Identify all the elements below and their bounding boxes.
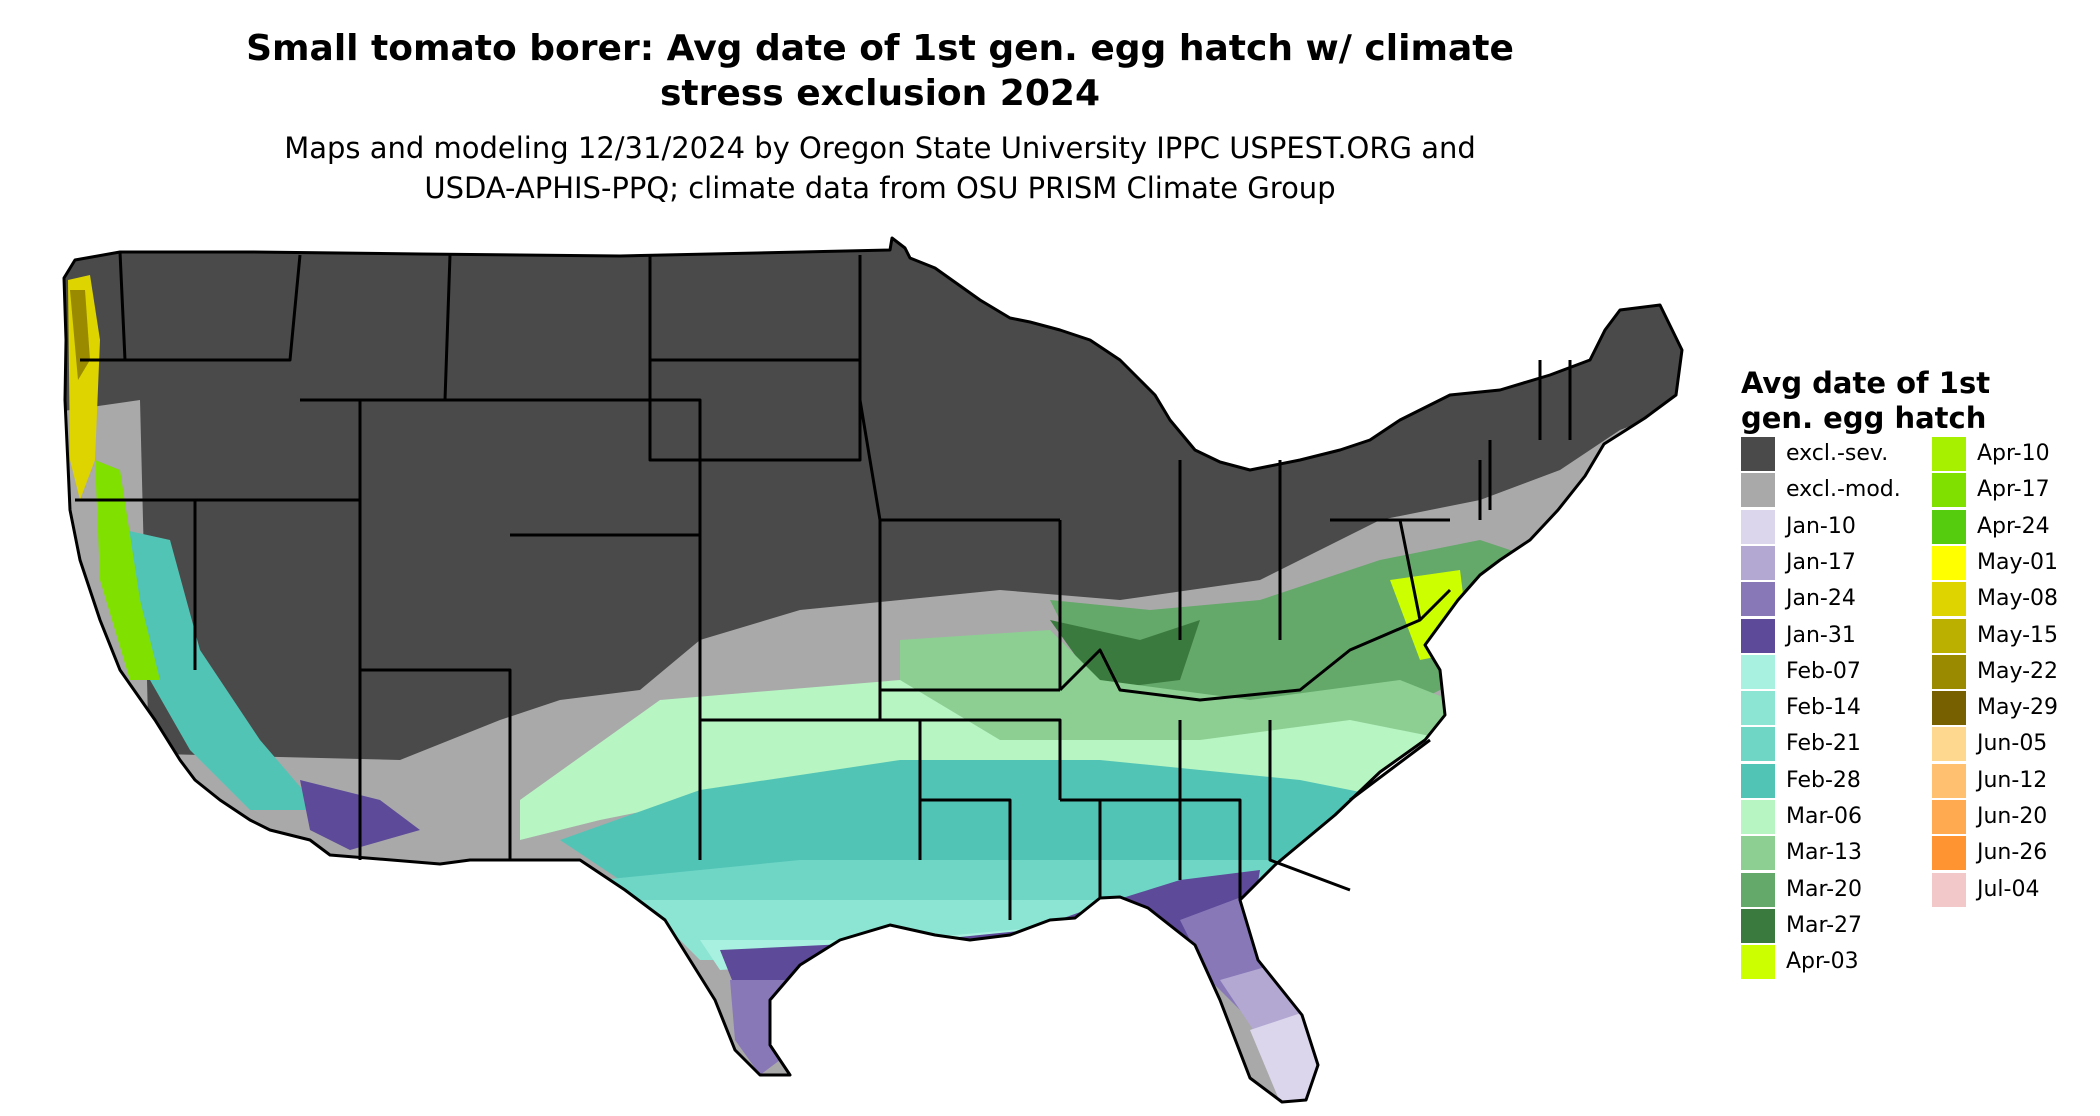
legend-label: Jan-24 <box>1786 586 1856 612</box>
state-boundaries <box>62 236 1684 1104</box>
map-title-line-1: Small tomato borer: Avg date of 1st gen.… <box>246 28 1514 69</box>
legend-label: Mar-27 <box>1786 912 1863 938</box>
legend-swatch <box>1741 727 1775 762</box>
map-title: Small tomato borer: Avg date of 1st gen.… <box>150 26 1610 116</box>
legend-swatch <box>1741 908 1775 943</box>
map-subtitle-line-2: USDA-APHIS-PPQ; climate data from OSU PR… <box>424 171 1336 205</box>
legend-label: Jun-20 <box>1977 804 2048 829</box>
legend-label: Mar-20 <box>1786 876 1863 902</box>
zone-jan-24 <box>730 980 800 1075</box>
legend-swatch <box>1932 727 1966 762</box>
legend-label: excl.-sev. <box>1786 441 1889 466</box>
legend-swatch <box>1741 691 1775 726</box>
zone-jan-10 <box>1250 1010 1320 1102</box>
zone-may-22-pnw <box>70 290 90 380</box>
legend-label: May-08 <box>1977 586 2059 612</box>
zone-apr-17-ca <box>95 460 160 680</box>
legend-swatch <box>1741 618 1775 653</box>
legend-swatch <box>1741 509 1775 544</box>
legend-label: Jul-04 <box>1977 876 2040 902</box>
us-hatch-date-map <box>62 236 1684 1104</box>
legend-swatch <box>1932 800 1966 834</box>
legend-label: Feb-28 <box>1786 767 1861 793</box>
legend-swatch <box>1932 763 1966 798</box>
legend-swatch <box>1741 945 1775 980</box>
legend-swatch <box>1741 545 1775 580</box>
legend-label: excl.-mod. <box>1786 477 1901 503</box>
legend-swatch <box>1932 836 1966 871</box>
map-subtitle: Maps and modeling 12/31/2024 by Oregon S… <box>150 128 1610 208</box>
legend-swatch <box>1932 582 1966 617</box>
legend-label: May-29 <box>1977 695 2059 721</box>
legend-swatch <box>1741 473 1775 508</box>
legend-swatch <box>1741 800 1775 834</box>
legend-label: Apr-24 <box>1977 513 2050 539</box>
legend-label: Feb-07 <box>1786 658 1861 684</box>
legend-label: May-01 <box>1977 549 2059 575</box>
legend-label: Apr-10 <box>1977 441 2050 466</box>
zone-feb-28-ca <box>125 530 320 810</box>
legend-label: Jan-31 <box>1786 622 1856 648</box>
legend-label: Jan-17 <box>1786 549 1856 575</box>
legend-label: Jan-10 <box>1786 513 1856 539</box>
legend-swatch <box>1932 473 1966 508</box>
legend-swatch <box>1932 437 1966 471</box>
legend-title-line-1: Avg date of 1st <box>1741 366 1991 400</box>
legend-swatch <box>1741 582 1775 617</box>
legend-swatch <box>1932 872 1966 907</box>
hatch-date-zones <box>64 238 1682 1102</box>
legend-label: Mar-06 <box>1786 804 1863 829</box>
legend-label: Apr-03 <box>1786 949 1859 975</box>
legend-label: Jun-12 <box>1977 767 2048 793</box>
legend-label: May-15 <box>1977 622 2059 648</box>
legend-title-line-2: gen. egg hatch <box>1741 401 1987 435</box>
legend-title: Avg date of 1st gen. egg hatch <box>1741 366 2041 436</box>
legend-swatch <box>1741 437 1775 471</box>
legend-swatch <box>1932 618 1966 653</box>
legend-swatch <box>1741 763 1775 798</box>
legend-label: Feb-21 <box>1786 731 1861 757</box>
legend-label: Apr-17 <box>1977 477 2050 503</box>
legend-swatch <box>1741 836 1775 871</box>
legend-swatch <box>1932 654 1966 689</box>
legend-label: Mar-13 <box>1786 840 1863 866</box>
legend-label: Feb-14 <box>1786 695 1861 721</box>
legend-label: Jun-26 <box>1977 840 2048 866</box>
us-outline <box>62 236 1684 1104</box>
legend-swatch <box>1741 654 1775 689</box>
legend-swatch <box>1932 691 1966 726</box>
legend-label: Jun-05 <box>1977 731 2048 757</box>
map-title-line-2: stress exclusion 2024 <box>660 73 1100 114</box>
legend-swatch <box>1932 545 1966 580</box>
map-subtitle-line-1: Maps and modeling 12/31/2024 by Oregon S… <box>284 131 1476 165</box>
legend-swatch <box>1932 509 1966 544</box>
legend-label: May-22 <box>1977 658 2059 684</box>
legend-swatch <box>1741 872 1775 907</box>
